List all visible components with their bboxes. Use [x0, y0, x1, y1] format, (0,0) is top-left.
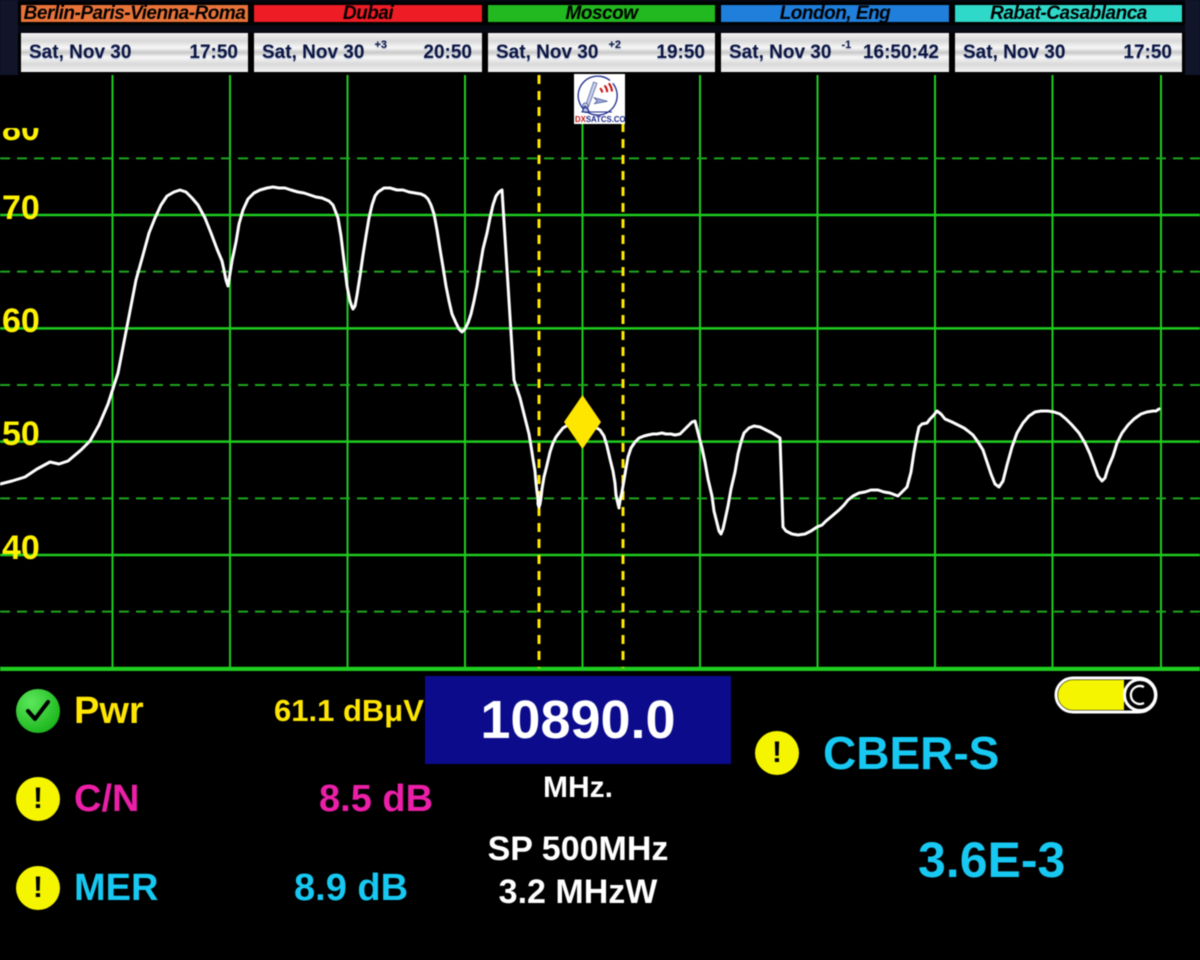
svg-text:80: 80 [2, 110, 40, 148]
svg-text:40: 40 [2, 529, 40, 567]
svg-text:50: 50 [2, 415, 40, 453]
svg-text:60: 60 [2, 302, 40, 340]
svg-text:70: 70 [2, 189, 40, 227]
svg-text:DXSATCS.COM: DXSATCS.COM [575, 115, 625, 124]
